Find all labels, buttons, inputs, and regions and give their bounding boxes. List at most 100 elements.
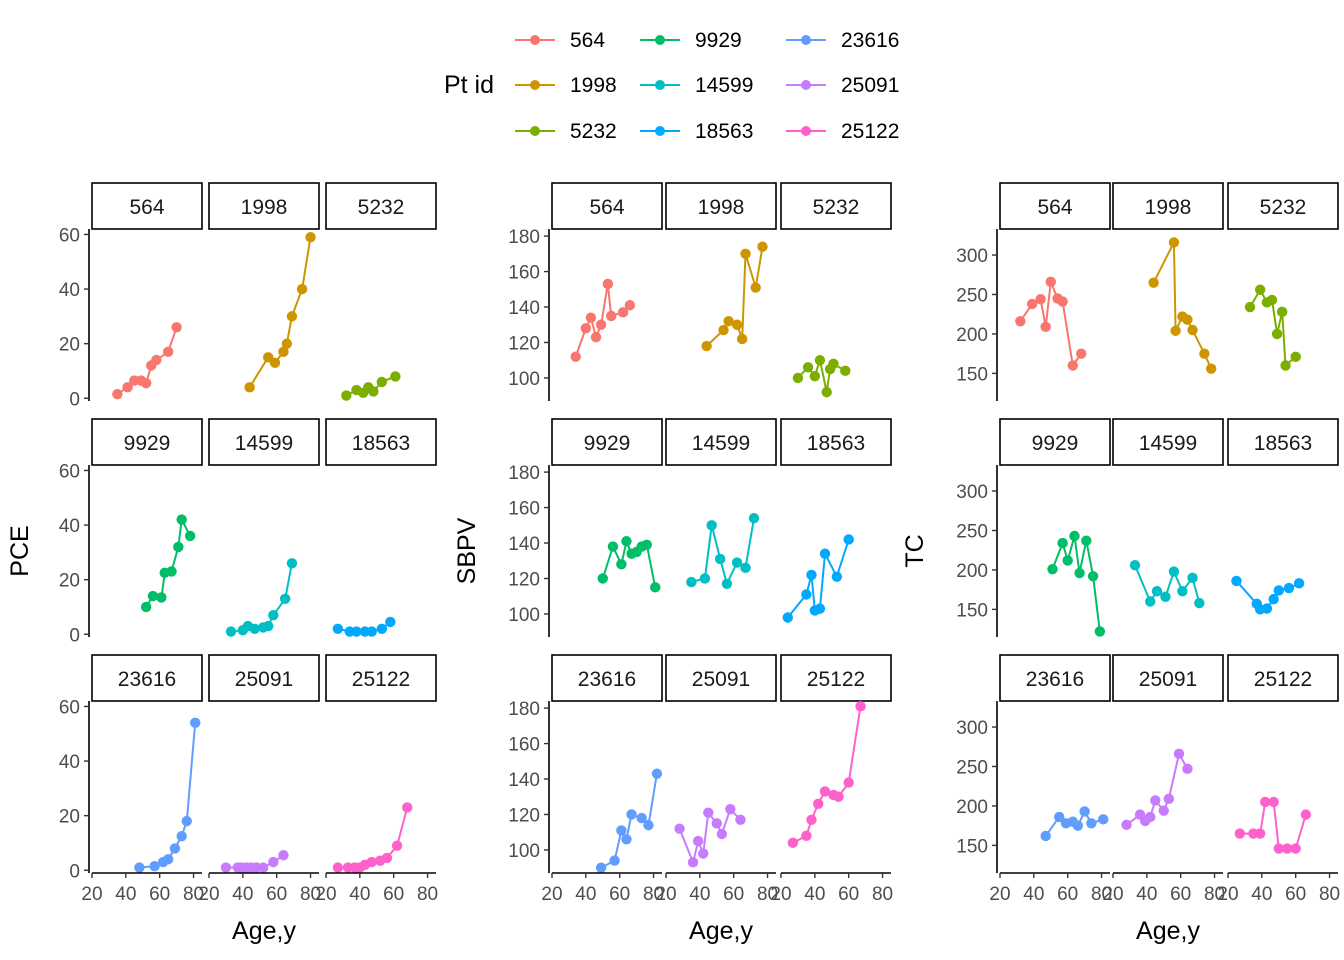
- data-point: [1035, 294, 1046, 305]
- strip-label: 25122: [1254, 668, 1312, 691]
- legend-item: 5232: [515, 120, 617, 143]
- data-point: [716, 828, 728, 840]
- data-point: [278, 346, 289, 358]
- y-tick-label: 180: [508, 463, 540, 484]
- strip-label: 25122: [807, 668, 865, 691]
- data-point: [1273, 585, 1284, 596]
- data-point: [1074, 567, 1085, 579]
- y-tick-label: 140: [508, 534, 540, 555]
- data-point: [1199, 348, 1210, 359]
- data-point: [686, 576, 697, 588]
- x-tick-label: 20: [1102, 884, 1123, 905]
- x-tick-label: 80: [417, 884, 438, 905]
- y-axis-title: SBPV: [453, 517, 481, 584]
- legend-item: 18563: [640, 120, 753, 143]
- data-point: [692, 835, 704, 847]
- y-tick-label: 0: [69, 389, 80, 410]
- x-tick-label: 80: [872, 884, 893, 905]
- panel-14599: 14599: [665, 418, 777, 590]
- data-point: [1129, 560, 1141, 571]
- panel-5232: 5232: [1227, 182, 1339, 371]
- strip-box: [1112, 182, 1224, 230]
- strip-box: [325, 418, 437, 466]
- x-tick-label: 80: [1319, 884, 1340, 905]
- data-point: [740, 248, 751, 260]
- strip-label: 25091: [692, 668, 750, 691]
- data-point: [156, 592, 167, 603]
- legend: Pt id 564 1998 5232 9929 14599 18563 23616 2509…: [444, 29, 899, 143]
- panel-25091: 25091 20 40 60 80: [1102, 654, 1225, 905]
- strip-box: [325, 182, 437, 230]
- y-tick-label: 150: [956, 836, 988, 857]
- data-point: [585, 312, 597, 323]
- y-tick-label: 200: [956, 561, 988, 582]
- y-tick-label: 0: [69, 861, 80, 882]
- y-tick-label: 100: [508, 605, 540, 626]
- data-point: [714, 553, 726, 565]
- data-point: [1244, 301, 1256, 313]
- data-point: [1234, 828, 1246, 839]
- data-point: [1054, 811, 1065, 823]
- legend-title: Pt id: [444, 71, 494, 99]
- data-point: [801, 830, 812, 841]
- data-point: [1268, 593, 1279, 605]
- legend-item: 1998: [515, 74, 617, 97]
- strip-box: [665, 182, 777, 230]
- strip-label: 18563: [1254, 432, 1312, 455]
- data-point: [621, 834, 632, 845]
- data-point: [806, 814, 817, 826]
- data-point: [731, 319, 743, 330]
- strip-label: 5232: [813, 196, 860, 219]
- x-tick-label: 40: [115, 884, 136, 905]
- data-point: [828, 358, 839, 369]
- data-point: [1150, 795, 1161, 806]
- y-tick-label: 250: [956, 757, 988, 778]
- data-point: [268, 856, 279, 868]
- strip-label: 14599: [692, 432, 750, 455]
- y-tick-label: 150: [956, 364, 988, 385]
- data-point: [757, 241, 768, 252]
- series-line: [691, 518, 755, 587]
- strip-label: 564: [589, 196, 624, 219]
- strip-box: [999, 182, 1111, 230]
- data-point: [279, 593, 291, 604]
- y-tick-label: 300: [956, 482, 988, 503]
- data-point: [802, 362, 814, 373]
- y-tick-label: 20: [59, 571, 80, 592]
- data-point: [821, 386, 832, 398]
- x-tick-label: 40: [689, 884, 710, 905]
- panel-5232: 5232: [780, 182, 892, 398]
- data-point: [580, 323, 592, 334]
- data-point: [740, 562, 751, 574]
- panel-1998: 1998: [665, 182, 777, 352]
- data-point: [225, 626, 237, 637]
- y-tick-label: 40: [59, 516, 80, 537]
- data-point: [332, 623, 344, 635]
- strip-label: 1998: [1145, 196, 1192, 219]
- series-line: [248, 237, 312, 388]
- x-tick-label: 40: [232, 884, 253, 905]
- data-point: [376, 376, 388, 388]
- data-point: [391, 840, 403, 851]
- data-point: [1254, 828, 1266, 839]
- x-axis-title: Age,y: [232, 917, 296, 945]
- x-tick-label: 60: [723, 884, 744, 905]
- x-tick-label: 80: [643, 884, 664, 905]
- data-point: [609, 855, 620, 866]
- data-point: [263, 620, 274, 632]
- x-tick-label: 20: [541, 884, 562, 905]
- data-point: [1268, 796, 1279, 808]
- x-axis-title: Age,y: [689, 917, 753, 945]
- strip-label: 1998: [241, 196, 288, 219]
- x-tick-label: 80: [757, 884, 778, 905]
- strip-box: [999, 654, 1111, 702]
- data-point: [1187, 572, 1198, 584]
- y-tick-label: 150: [956, 600, 988, 621]
- legend-key-point: [801, 126, 811, 136]
- strip-label: 5232: [1260, 196, 1307, 219]
- strip-box: [208, 654, 320, 702]
- y-axis-title: PCE: [6, 525, 34, 576]
- strip-box: [91, 654, 203, 702]
- strip-label: 18563: [352, 432, 410, 455]
